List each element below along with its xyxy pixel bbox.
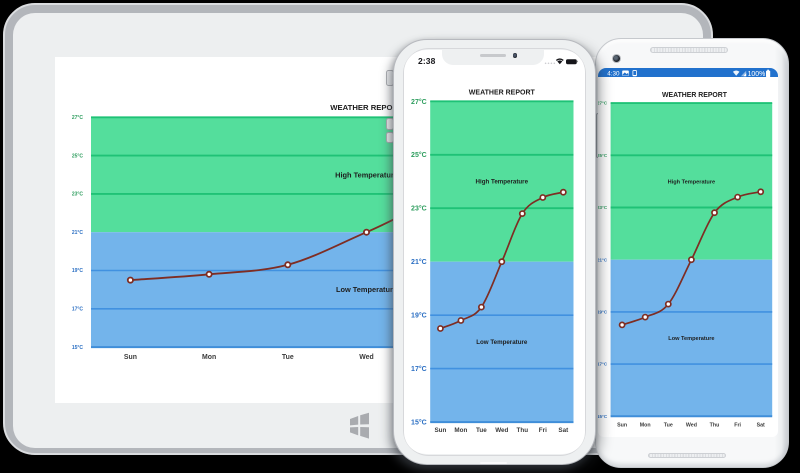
- svg-text:15°C: 15°C: [72, 345, 84, 351]
- svg-text:Thu: Thu: [710, 422, 720, 428]
- svg-text:27°C: 27°C: [411, 97, 427, 105]
- svg-text:Tue: Tue: [664, 422, 673, 428]
- svg-text:Sun: Sun: [124, 354, 137, 361]
- svg-text:Mon: Mon: [640, 422, 651, 428]
- svg-text:17°C: 17°C: [411, 365, 427, 373]
- svg-text:25°C: 25°C: [411, 151, 427, 159]
- svg-text:Sun: Sun: [617, 422, 627, 428]
- svg-text:Wed: Wed: [359, 354, 373, 361]
- svg-text:100%: 100%: [748, 71, 766, 78]
- svg-text:19°C: 19°C: [411, 311, 427, 319]
- svg-text:Wed: Wed: [686, 422, 697, 428]
- svg-text:27°C: 27°C: [72, 115, 84, 121]
- svg-text:21°C: 21°C: [72, 230, 84, 236]
- svg-text:15°C: 15°C: [411, 418, 427, 426]
- svg-text:17°C: 17°C: [72, 307, 84, 313]
- svg-text:Low Temperature: Low Temperature: [336, 285, 397, 294]
- svg-text:High Temperature: High Temperature: [668, 179, 715, 185]
- svg-text:15°C: 15°C: [598, 414, 608, 419]
- svg-text:25°C: 25°C: [72, 153, 84, 159]
- svg-text:Tue: Tue: [282, 354, 294, 361]
- svg-text:Sat: Sat: [559, 427, 570, 434]
- svg-text:17°C: 17°C: [598, 361, 608, 366]
- svg-text:19°C: 19°C: [598, 309, 608, 314]
- svg-text:Mon: Mon: [455, 427, 468, 434]
- svg-text:Wed: Wed: [496, 427, 509, 434]
- svg-text:High Temperature: High Temperature: [476, 178, 529, 185]
- svg-text:WEATHER REPORT: WEATHER REPORT: [662, 92, 728, 99]
- svg-text:23°C: 23°C: [598, 205, 608, 210]
- svg-text:Sun: Sun: [435, 427, 447, 434]
- svg-text:WEATHER REPORT: WEATHER REPORT: [469, 89, 536, 96]
- svg-text:WEATHER REPORT: WEATHER REPORT: [330, 103, 403, 112]
- svg-text:Low Temperature: Low Temperature: [669, 336, 715, 342]
- svg-text:Low Temperature: Low Temperature: [477, 339, 529, 346]
- svg-text:Fri: Fri: [539, 427, 547, 434]
- svg-text:Sat: Sat: [757, 422, 765, 428]
- svg-text:27°C: 27°C: [598, 100, 608, 105]
- svg-text:High Temperature: High Temperature: [335, 170, 398, 179]
- svg-text:25°C: 25°C: [598, 153, 608, 158]
- svg-text:Tue: Tue: [476, 427, 487, 434]
- svg-text:23°C: 23°C: [411, 204, 427, 212]
- svg-text:19°C: 19°C: [72, 268, 84, 274]
- svg-text:Fri: Fri: [735, 422, 742, 428]
- svg-text:4:30: 4:30: [608, 71, 621, 78]
- svg-text:21°C: 21°C: [411, 258, 427, 266]
- svg-text:Thu: Thu: [517, 427, 529, 434]
- svg-text:Mon: Mon: [202, 354, 216, 361]
- svg-text:21°C: 21°C: [598, 257, 608, 262]
- svg-text:23°C: 23°C: [72, 192, 84, 198]
